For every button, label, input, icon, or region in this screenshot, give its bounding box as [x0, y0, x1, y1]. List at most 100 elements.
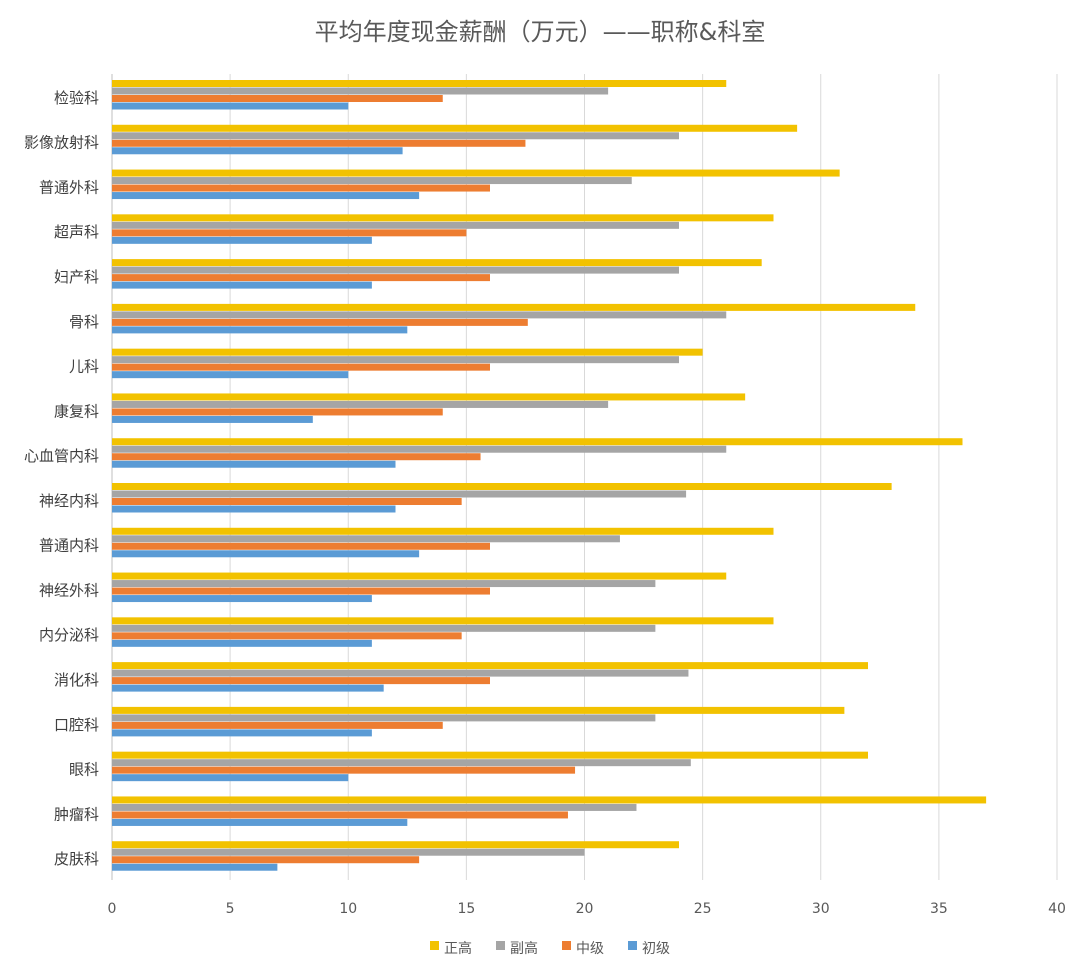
- bar-超声科-副高: [112, 221, 679, 229]
- x-tick-label: 35: [930, 901, 948, 917]
- bar-骨科-正高: [112, 303, 916, 311]
- bar-儿科-正高: [112, 348, 703, 356]
- bar-神经内科-副高: [112, 490, 687, 498]
- bar-影像放射科-副高: [112, 132, 679, 140]
- legend-swatch-副高: [496, 941, 505, 950]
- bar-康复科-正高: [112, 393, 746, 401]
- category-label: 妇产科: [54, 268, 99, 286]
- bar-消化科-副高: [112, 669, 689, 677]
- x-tick-label: 15: [457, 901, 475, 917]
- category-label: 神经内科: [39, 492, 99, 510]
- bar-儿科-初级: [112, 371, 349, 379]
- bar-康复科-中级: [112, 408, 443, 416]
- category-label: 普通内科: [39, 537, 99, 555]
- x-tick-label: 40: [1048, 901, 1066, 917]
- category-label: 康复科: [54, 402, 99, 420]
- bar-肿瘤科-初级: [112, 818, 408, 826]
- bar-眼科-初级: [112, 774, 349, 782]
- bar-内分泌科-中级: [112, 632, 462, 640]
- gridlines: [111, 74, 1058, 880]
- bar-普通内科-中级: [112, 542, 490, 550]
- legend-swatch-中级: [562, 941, 571, 950]
- category-labels: 检验科影像放射科普通外科超声科妇产科骨科儿科康复科心血管内科神经内科普通内科神经…: [24, 89, 99, 868]
- bar-神经内科-正高: [112, 483, 892, 490]
- bar-眼科-中级: [112, 766, 576, 774]
- legend-swatch-初级: [628, 941, 637, 950]
- bar-普通外科-副高: [112, 177, 632, 185]
- bar-消化科-正高: [112, 662, 868, 670]
- x-tick-label: 20: [576, 901, 594, 917]
- bar-心血管内科-副高: [112, 445, 727, 453]
- bar-妇产科-副高: [112, 266, 679, 274]
- category-label: 内分泌科: [39, 626, 99, 644]
- bar-普通内科-副高: [112, 535, 620, 543]
- bar-检验科-中级: [112, 95, 443, 102]
- bar-儿科-中级: [112, 363, 490, 371]
- x-tick-label: 0: [108, 901, 117, 917]
- bar-检验科-副高: [112, 87, 609, 95]
- legend-label: 中级: [576, 941, 604, 957]
- bar-眼科-正高: [112, 751, 868, 759]
- bar-口腔科-初级: [112, 729, 372, 737]
- legend-label: 初级: [642, 940, 670, 957]
- x-tick-label: 5: [226, 901, 235, 917]
- legend-label: 副高: [510, 940, 538, 957]
- bar-妇产科-初级: [112, 281, 372, 289]
- bar-心血管内科-正高: [112, 438, 963, 446]
- bar-神经外科-中级: [112, 587, 490, 595]
- bar-神经内科-中级: [112, 498, 462, 505]
- category-label: 口腔科: [54, 716, 99, 734]
- bar-口腔科-中级: [112, 721, 443, 729]
- bar-消化科-初级: [112, 684, 384, 692]
- bar-普通外科-初级: [112, 192, 420, 200]
- bar-骨科-初级: [112, 326, 408, 334]
- category-label: 神经外科: [39, 581, 99, 599]
- bar-神经外科-正高: [112, 572, 727, 580]
- x-tick-label: 30: [812, 901, 830, 917]
- legend: 正高 副高 中级 初级: [430, 940, 670, 957]
- category-label: 眼科: [69, 761, 99, 779]
- bar-妇产科-正高: [112, 259, 762, 267]
- bar-骨科-副高: [112, 311, 727, 319]
- category-label: 骨科: [69, 313, 99, 331]
- category-label: 心血管内科: [24, 447, 99, 465]
- bar-口腔科-正高: [112, 706, 845, 714]
- bar-心血管内科-初级: [112, 460, 396, 468]
- bar-神经外科-副高: [112, 580, 656, 588]
- bar-口腔科-副高: [112, 714, 656, 722]
- legend-label: 正高: [444, 940, 472, 957]
- bar-神经外科-初级: [112, 595, 372, 603]
- bar-眼科-副高: [112, 759, 691, 767]
- bar-检验科-初级: [112, 102, 349, 110]
- legend-swatch-正高: [430, 941, 439, 950]
- category-label: 检验科: [54, 89, 99, 107]
- category-label: 皮肤科: [54, 850, 99, 868]
- bar-骨科-中级: [112, 318, 528, 326]
- x-tick-label: 10: [339, 901, 357, 917]
- bar-康复科-副高: [112, 400, 609, 408]
- bar-皮肤科-初级: [112, 863, 278, 871]
- bar-肿瘤科-副高: [112, 803, 637, 811]
- bar-普通内科-初级: [112, 550, 420, 558]
- bar-皮肤科-副高: [112, 848, 585, 856]
- bar-妇产科-中级: [112, 274, 490, 282]
- bar-皮肤科-正高: [112, 841, 679, 849]
- bars: [112, 80, 987, 871]
- bar-儿科-副高: [112, 356, 679, 364]
- x-axis-ticks: 0 5 10 15 20 25 30 35 40: [108, 901, 1066, 917]
- bar-普通外科-正高: [112, 169, 840, 177]
- category-label: 儿科: [69, 358, 99, 376]
- category-label: 肿瘤科: [54, 805, 99, 823]
- bar-肿瘤科-正高: [112, 796, 987, 804]
- bar-超声科-中级: [112, 229, 467, 237]
- bar-康复科-初级: [112, 415, 313, 423]
- bar-内分泌科-副高: [112, 624, 656, 632]
- bar-消化科-中级: [112, 677, 490, 685]
- bar-肿瘤科-中级: [112, 811, 568, 819]
- category-label: 消化科: [54, 671, 99, 689]
- category-label: 影像放射科: [24, 134, 99, 152]
- bar-超声科-初级: [112, 236, 372, 244]
- bar-普通外科-中级: [112, 184, 490, 192]
